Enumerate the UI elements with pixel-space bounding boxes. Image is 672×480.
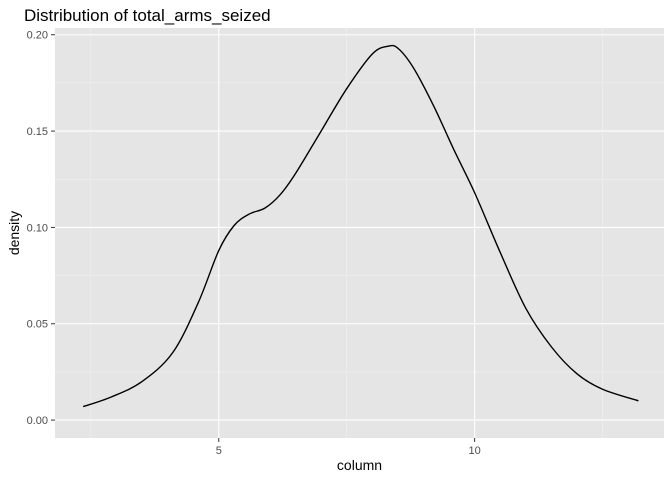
plot-panel: [55, 28, 664, 438]
x-tick-label: 10: [469, 445, 481, 457]
y-tick-label: 0.15: [27, 126, 48, 138]
axis-tick-labels: 5 10 0.00 0.05 0.10 0.15 0.20: [27, 30, 481, 457]
x-axis-title: column: [337, 457, 382, 473]
y-tick-label: 0.20: [27, 30, 48, 42]
axis-ticks: [51, 34, 476, 442]
x-tick-label: 5: [216, 445, 222, 457]
density-curve: [82, 44, 639, 408]
y-axis-title: density: [6, 211, 22, 255]
minor-gridlines: [55, 28, 664, 438]
y-tick-label: 0.05: [27, 319, 48, 331]
y-tick-label: 0.10: [27, 222, 48, 234]
chart-title: Distribution of total_arms_seized: [24, 6, 271, 25]
y-tick-label: 0.00: [27, 415, 48, 427]
major-gridlines: [55, 28, 664, 438]
